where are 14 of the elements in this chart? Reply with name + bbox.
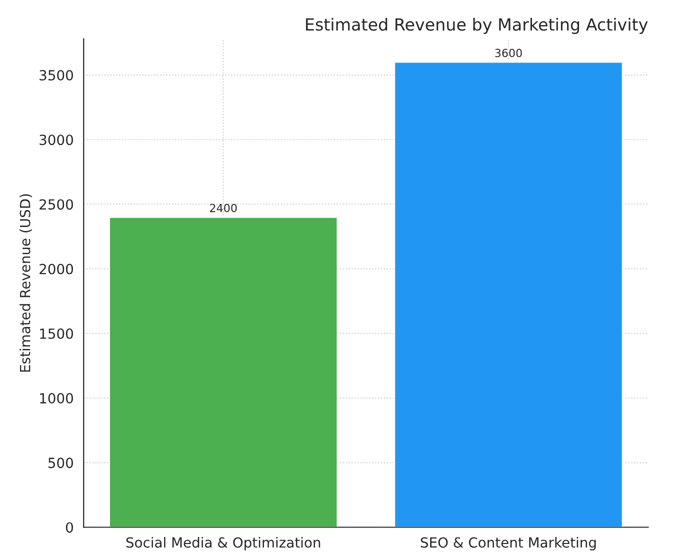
y-tick-label: 1000 bbox=[40, 393, 73, 404]
x-tick-label: SEO & Content Marketing bbox=[420, 536, 596, 550]
x-tick-label: Social Media & Optimization bbox=[126, 536, 320, 550]
y-tick-label: 2500 bbox=[40, 199, 73, 210]
y-axis-title: Estimated Revenue (USD) bbox=[20, 194, 32, 372]
y-tick-label: 3500 bbox=[40, 70, 73, 80]
y-tick-label: 2000 bbox=[40, 264, 73, 274]
y-tick-label: 0 bbox=[66, 522, 73, 533]
chart-title: Estimated Revenue by Marketing Activity bbox=[306, 18, 648, 34]
y-tick-label: 500 bbox=[48, 458, 73, 468]
data-label: 2400 bbox=[210, 204, 237, 212]
y-tick-label: 1500 bbox=[40, 328, 73, 339]
data-label: 3600 bbox=[495, 48, 522, 58]
y-tick-label: 3000 bbox=[40, 134, 73, 146]
